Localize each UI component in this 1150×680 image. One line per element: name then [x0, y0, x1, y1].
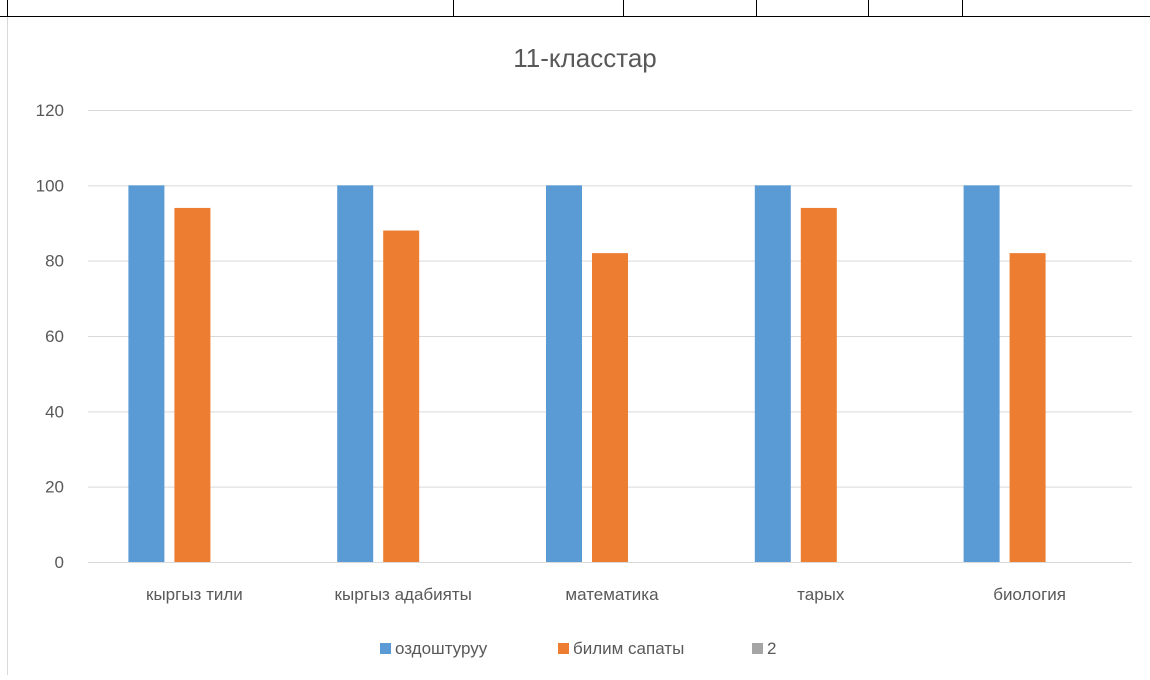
bar-ozdoshturuu: [337, 185, 374, 563]
x-tick-label: биология: [993, 585, 1066, 604]
x-axis-tick-labels: кыргыз тили кыргыз адабияты математика тары…: [146, 585, 1066, 604]
y-tick-label: 40: [45, 402, 64, 421]
legend-label: оздоштуруу: [395, 639, 488, 658]
bar-bilim-sapaty: [800, 207, 837, 562]
legend-label: 2: [767, 639, 776, 658]
table-border-lines: [0, 0, 1150, 17]
x-tick-label: кыргыз адабияты: [335, 585, 472, 604]
y-tick-label: 60: [45, 327, 64, 346]
bar-bilim-sapaty: [592, 253, 628, 562]
legend: оздоштуруу билим сапаты 2: [380, 639, 776, 658]
bar-bilim-sapaty: [174, 207, 211, 562]
y-tick-label: 20: [45, 478, 64, 497]
x-tick-label: тарых: [797, 585, 845, 604]
chart-title: 11-класстар: [513, 43, 656, 73]
legend-swatch: [752, 643, 763, 654]
bars: [128, 185, 1046, 563]
table-border-fragment: [0, 0, 1150, 17]
legend-label: билим сапаты: [573, 639, 684, 658]
y-tick-label: 100: [36, 176, 64, 195]
bar-ozdoshturuu: [546, 185, 582, 563]
bar-bilim-sapaty: [383, 230, 420, 563]
bar-bilim-sapaty: [1009, 253, 1046, 562]
y-axis-tick-labels: 0 20 40 60 80 100 120: [36, 101, 64, 572]
chart-frame: 11-класстар 0 20 40 60 80 100 120 кыргыз тили к…: [0, 17, 1150, 675]
legend-swatch: [558, 643, 569, 654]
x-tick-label: кыргыз тили: [146, 585, 243, 604]
y-tick-label: 80: [45, 252, 64, 271]
legend-swatch: [380, 643, 391, 654]
x-tick-label: математика: [565, 585, 659, 604]
y-tick-label: 0: [55, 553, 64, 572]
bar-ozdoshturuu: [128, 185, 165, 563]
bar-ozdoshturuu: [963, 185, 1000, 563]
y-tick-label: 120: [36, 101, 64, 120]
bar-ozdoshturuu: [754, 185, 791, 563]
